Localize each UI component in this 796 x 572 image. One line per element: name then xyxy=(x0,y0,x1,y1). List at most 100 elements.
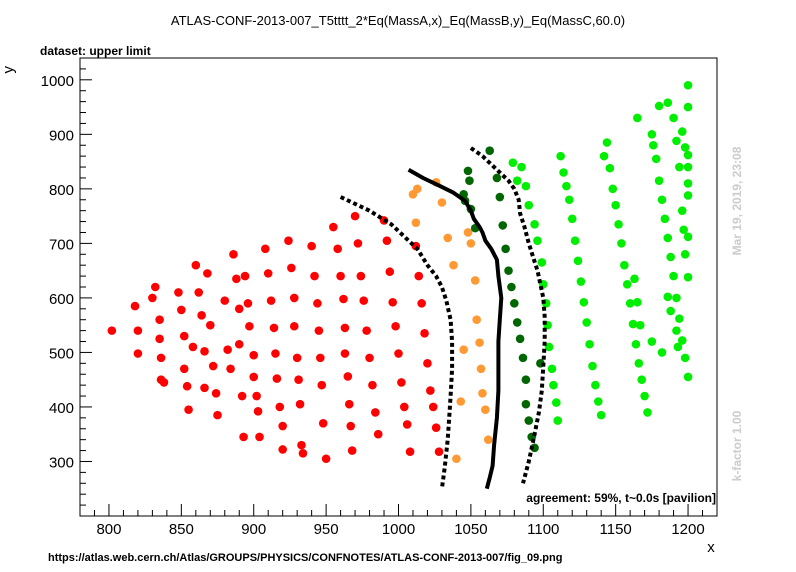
data-point-red xyxy=(314,326,324,335)
data-point-green xyxy=(683,191,693,200)
data-point-red xyxy=(133,349,143,358)
data-point-green xyxy=(683,102,693,112)
data-point-red xyxy=(343,372,353,381)
data-point-red xyxy=(208,361,218,371)
data-point-red xyxy=(220,296,230,305)
x-tick-label: 900 xyxy=(241,521,266,538)
data-point-green xyxy=(512,176,522,185)
data-point-green xyxy=(588,361,597,371)
limit-curve-dashed xyxy=(339,195,455,489)
x-tick-label: 950 xyxy=(314,521,339,538)
y-tick-label: 300 xyxy=(49,454,74,471)
data-point-red xyxy=(284,236,293,245)
x-tick-label: 850 xyxy=(169,521,194,538)
data-point-red xyxy=(297,440,306,450)
data-point-green xyxy=(631,339,641,349)
data-point-dark_green xyxy=(504,266,513,275)
data-point-red xyxy=(243,299,253,308)
data-point-red xyxy=(229,249,238,259)
data-point-green xyxy=(675,162,684,172)
data-point-red xyxy=(156,353,166,363)
data-point-green xyxy=(633,297,642,307)
data-point-green xyxy=(672,326,681,335)
data-point-red xyxy=(107,326,117,335)
data-point-red xyxy=(130,301,140,311)
data-point-red xyxy=(237,391,247,401)
data-point-orange xyxy=(463,228,473,237)
data-point-green xyxy=(570,236,580,245)
data-point-red xyxy=(194,288,204,297)
data-point-green xyxy=(663,98,673,108)
data-point-green xyxy=(565,195,574,205)
data-point-red xyxy=(150,282,160,292)
data-point-green xyxy=(547,364,557,374)
data-point-red xyxy=(179,331,189,341)
data-point-red xyxy=(307,241,316,251)
data-point-green xyxy=(673,342,683,352)
data-point-red xyxy=(321,454,331,464)
x-tick-label: 1100 xyxy=(527,521,559,538)
data-point-green xyxy=(562,181,571,191)
data-point-green xyxy=(657,348,667,357)
data-point-red xyxy=(402,420,412,429)
data-point-red xyxy=(159,378,169,387)
data-point-red xyxy=(362,326,371,335)
data-point-green xyxy=(680,353,690,363)
data-point-green xyxy=(683,232,693,242)
data-point-green xyxy=(630,274,639,284)
kfactor-label: k-factor 1.00 xyxy=(730,410,744,481)
data-point-red xyxy=(391,321,400,331)
data-point-red xyxy=(365,353,374,363)
data-point-red xyxy=(313,299,322,308)
data-point-green xyxy=(683,272,693,282)
data-point-red xyxy=(223,345,232,355)
data-point-green xyxy=(521,181,531,191)
data-point-orange xyxy=(413,184,422,194)
data-point-orange xyxy=(437,198,447,207)
data-point-red xyxy=(245,321,254,331)
data-point-red xyxy=(373,429,383,439)
data-point-dark_green xyxy=(485,146,495,155)
data-point-orange xyxy=(449,260,458,270)
data-point-green xyxy=(663,233,673,243)
data-point-green xyxy=(576,277,586,286)
data-point-red xyxy=(431,423,441,432)
data-point-red xyxy=(350,211,360,221)
data-point-red xyxy=(191,260,201,270)
data-point-green xyxy=(620,260,629,270)
data-point-orange xyxy=(478,389,487,398)
data-point-red xyxy=(336,271,345,281)
data-point-green xyxy=(647,337,657,346)
data-point-green xyxy=(591,380,600,390)
data-point-green xyxy=(549,380,558,390)
data-point-red xyxy=(234,339,244,349)
data-point-red xyxy=(148,293,157,303)
y-tick-label: 400 xyxy=(49,400,74,417)
data-point-red xyxy=(249,372,259,382)
data-point-red xyxy=(417,299,426,308)
data-point-red xyxy=(200,383,209,393)
data-point-red xyxy=(405,447,415,456)
x-tick-label: 1000 xyxy=(382,521,415,538)
data-point-red xyxy=(318,419,328,428)
data-point-orange xyxy=(483,435,493,444)
data-point-green xyxy=(637,375,647,384)
limit-curve-dashed xyxy=(469,146,547,484)
data-point-red xyxy=(353,239,363,248)
data-point-red xyxy=(278,445,287,454)
data-point-green xyxy=(654,176,664,185)
data-point-orange xyxy=(475,338,484,347)
data-point-dark_green xyxy=(498,221,508,230)
data-point-green xyxy=(677,127,687,136)
data-point-dark_green xyxy=(521,399,531,409)
data-point-red xyxy=(232,274,241,284)
data-point-red xyxy=(388,297,398,307)
timestamp-label: Mar 19, 2019, 23:08 xyxy=(730,146,744,255)
data-point-red xyxy=(426,386,435,395)
x-tick-label: 1050 xyxy=(454,521,487,538)
data-point-red xyxy=(252,391,261,401)
data-point-red xyxy=(155,315,164,325)
data-point-red xyxy=(133,326,143,335)
data-point-green xyxy=(677,206,687,215)
